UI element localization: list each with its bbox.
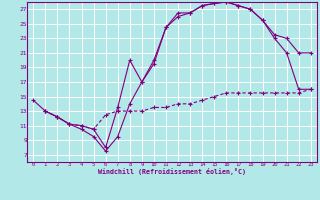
X-axis label: Windchill (Refroidissement éolien,°C): Windchill (Refroidissement éolien,°C) bbox=[98, 168, 246, 175]
